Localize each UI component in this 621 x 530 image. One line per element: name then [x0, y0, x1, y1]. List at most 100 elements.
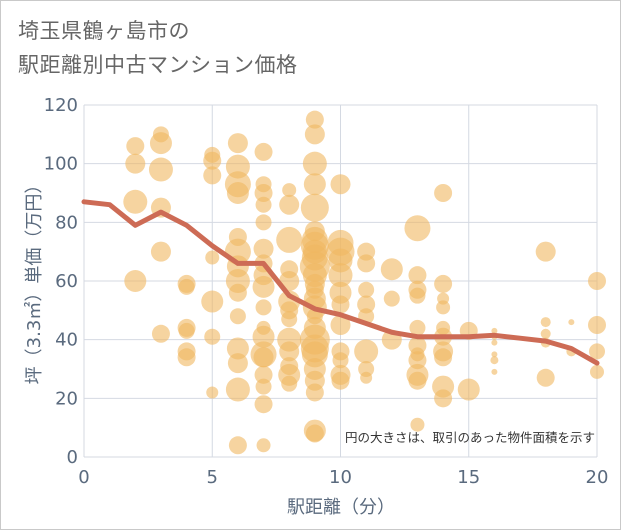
data-bubble	[255, 214, 272, 231]
data-bubble	[358, 281, 375, 298]
data-bubble	[149, 132, 172, 155]
chart-title-line-2: 駅距離別中古マンション価格	[18, 53, 298, 77]
data-bubble	[330, 174, 351, 195]
bubble-size-note: 円の大きさは、取引のあった物件面積を示す	[345, 430, 595, 445]
data-bubble	[408, 266, 427, 285]
x-tick-label: 0	[78, 467, 89, 488]
y-tick-label: 40	[55, 330, 78, 351]
data-bubble	[229, 308, 246, 325]
tick-labels: 0 5 10 15 20 0 20 40 60 80 100 120	[44, 95, 609, 488]
data-bubble	[303, 173, 326, 196]
x-tick-label: 5	[207, 467, 218, 488]
data-bubble	[357, 295, 376, 314]
data-bubble	[254, 184, 273, 202]
data-bubble	[408, 371, 427, 390]
data-bubble	[256, 438, 271, 453]
x-tick-label: 10	[329, 467, 352, 488]
data-bubble	[255, 196, 272, 213]
data-bubble	[590, 364, 604, 379]
data-bubble	[225, 154, 250, 179]
data-bubble	[123, 189, 148, 214]
data-bubble	[125, 153, 146, 174]
data-bubble	[540, 317, 551, 328]
data-bubble	[358, 361, 375, 377]
data-bubble	[434, 348, 453, 367]
data-bubble	[148, 157, 173, 182]
data-bubble	[205, 250, 220, 265]
data-bubble	[151, 324, 170, 343]
x-tick-label: 20	[586, 467, 609, 488]
data-bubble	[206, 386, 219, 399]
data-bubble	[178, 278, 195, 295]
data-bubble	[588, 272, 606, 290]
trend-line	[81, 199, 600, 366]
data-bubble	[354, 339, 379, 364]
data-bubble	[204, 328, 221, 345]
data-bubble	[332, 352, 349, 369]
data-bubble	[226, 182, 249, 204]
data-bubble	[409, 319, 426, 336]
data-bubble	[150, 241, 171, 262]
data-bubble	[203, 151, 222, 170]
data-bubble	[404, 215, 431, 242]
y-tick-label: 120	[44, 95, 78, 116]
data-bubble	[540, 328, 551, 339]
chart-title: 埼玉県鶴ヶ島市の 駅距離別中古マンション価格	[18, 14, 298, 82]
data-bubble	[228, 436, 247, 455]
data-bubble	[434, 389, 453, 408]
data-bubble	[536, 368, 555, 387]
data-bubble	[228, 283, 247, 302]
y-tick-label: 80	[55, 212, 78, 233]
data-bubble	[305, 110, 324, 129]
data-bubble	[255, 299, 272, 316]
data-bubble	[227, 133, 248, 154]
data-bubble	[410, 417, 425, 432]
data-bubble	[282, 183, 297, 198]
data-bubble	[383, 290, 400, 307]
data-bubble	[201, 290, 224, 313]
data-bubble	[254, 365, 273, 384]
data-bubble	[226, 337, 249, 360]
data-bubble	[252, 325, 275, 348]
data-bubble	[255, 378, 272, 395]
y-axis-title: 坪（3.3㎡）単価（万円）	[23, 176, 45, 385]
data-bubble	[408, 351, 427, 370]
data-bubble	[302, 151, 327, 176]
data-bubble	[253, 347, 274, 368]
data-bubble	[409, 287, 426, 304]
data-bubble	[178, 322, 195, 339]
y-tick-label: 60	[55, 271, 78, 292]
data-bubble	[305, 383, 324, 402]
data-bubble	[281, 375, 298, 392]
x-axis-title: 駅距離（分）	[287, 497, 395, 518]
data-bubble	[126, 137, 145, 156]
data-bubble	[300, 193, 329, 222]
data-bubble	[535, 241, 556, 262]
data-bubble	[177, 348, 196, 367]
x-tick-label: 15	[457, 467, 480, 488]
data-bubble	[276, 226, 303, 253]
bubble-layer	[123, 110, 606, 455]
y-tick-label: 100	[44, 154, 78, 175]
y-tick-label: 20	[55, 388, 78, 409]
data-bubble	[380, 258, 403, 281]
data-bubble	[490, 356, 499, 365]
data-bubble	[279, 194, 300, 215]
data-bubble	[491, 351, 498, 358]
data-bubble	[360, 371, 373, 384]
data-bubble	[304, 124, 325, 145]
data-bubble	[331, 371, 350, 390]
data-bubble	[491, 327, 498, 334]
data-bubble	[491, 368, 498, 375]
data-bubble	[588, 316, 606, 334]
data-bubble	[457, 378, 480, 401]
data-bubble	[252, 275, 275, 298]
data-bubble	[225, 377, 250, 402]
data-bubble	[281, 311, 298, 328]
data-bubble	[357, 254, 376, 273]
data-bubble	[253, 238, 274, 259]
data-bubble	[328, 263, 353, 288]
data-bubble	[589, 343, 605, 360]
data-bubble	[254, 142, 273, 161]
